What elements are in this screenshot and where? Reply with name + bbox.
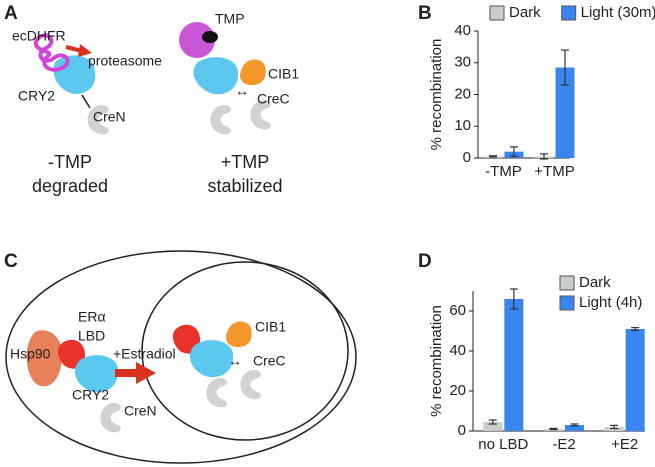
- panel-label: B: [418, 3, 432, 24]
- legend-label: Dark: [509, 4, 541, 21]
- bar: [625, 329, 645, 431]
- label: LBD: [78, 328, 105, 344]
- label: CIB1: [268, 66, 299, 82]
- diagram-c: Hsp90 ERα LBD +Estradiol CRY2 CreN CIB1 …: [5, 250, 357, 464]
- label: Hsp90: [10, 346, 51, 362]
- label: CreC: [253, 353, 286, 369]
- x-tick-label: no LBD: [478, 436, 528, 453]
- label: proteasome: [88, 53, 162, 69]
- label: CreN: [124, 403, 157, 419]
- diagram-a: ecDHFR proteasome CRY2 CreN -TMP degrade…: [12, 11, 299, 196]
- bar: [555, 67, 575, 158]
- tmp-ligand: [202, 31, 218, 43]
- tmp-shape: [179, 22, 215, 58]
- legend-label: Dark: [579, 274, 611, 291]
- label: degraded: [32, 176, 108, 196]
- arrow-head: [78, 44, 92, 57]
- er-shape: [172, 324, 200, 354]
- cren-shape: [210, 104, 231, 135]
- legend-swatch: [559, 275, 575, 291]
- cell-outline: [5, 250, 357, 464]
- bar: [483, 422, 503, 431]
- label: +TMP: [221, 152, 270, 172]
- label: -TMP: [48, 152, 92, 172]
- linker: [81, 94, 91, 109]
- y-tick-label: 0: [458, 422, 466, 439]
- x-tick-label: +E2: [611, 436, 638, 453]
- y-tick-label: 20: [449, 382, 466, 399]
- label: CreN: [93, 109, 126, 125]
- x-tick-label: -E2: [552, 436, 575, 453]
- legend-label: Light (30m): [581, 4, 655, 21]
- label: ↔: [228, 353, 242, 369]
- label: TMP: [215, 11, 245, 27]
- label: stabilized: [207, 176, 282, 196]
- label: CRY2: [18, 88, 55, 104]
- legend-swatch: [559, 295, 575, 311]
- y-tick-label: 40: [449, 342, 466, 359]
- cry2-shape: [193, 57, 239, 95]
- panel-label: C: [4, 251, 18, 272]
- label: +Estradiol: [113, 346, 176, 362]
- crec-shape: [240, 369, 261, 400]
- cren-shape: [206, 377, 227, 408]
- cren-shape: [100, 402, 121, 433]
- label: CreC: [257, 91, 290, 107]
- cib1-shape: [226, 321, 252, 348]
- y-tick-label: 30: [454, 54, 471, 71]
- legend-label: Light (4h): [579, 294, 642, 311]
- cib1-shape: [240, 59, 266, 86]
- panel-label: D: [418, 251, 432, 272]
- y-tick-label: 60: [449, 302, 466, 319]
- er-shape: [57, 339, 85, 369]
- x-tick-label: -TMP: [485, 163, 522, 180]
- label: ERα: [78, 309, 106, 325]
- bar: [504, 299, 524, 431]
- x-tick-label: +TMP: [534, 163, 574, 180]
- legend-swatch: [489, 5, 505, 21]
- cry2-shape: [189, 340, 234, 378]
- label: CIB1: [255, 319, 286, 335]
- bar: [565, 425, 584, 431]
- nucleus-outline: [141, 261, 349, 441]
- y-axis-label: % recombination: [428, 305, 445, 417]
- crec-shape: [250, 99, 271, 130]
- label: CRY2: [72, 387, 109, 403]
- ecdhfr-shape: [33, 33, 70, 72]
- panel-label: A: [4, 3, 18, 24]
- legend-swatch: [561, 5, 577, 21]
- label: ↔: [235, 83, 249, 99]
- cry2-shape: [74, 355, 119, 393]
- y-tick-label: 20: [454, 85, 471, 102]
- y-tick-label: 40: [454, 22, 471, 39]
- hsp90-shape: [26, 330, 63, 387]
- arrow-head: [136, 362, 156, 384]
- y-tick-label: 10: [454, 117, 471, 134]
- y-axis-label: % recombination: [428, 39, 445, 151]
- cren-shape: [87, 104, 109, 135]
- label: ecDHFR: [12, 28, 66, 44]
- y-tick-label: 0: [463, 149, 471, 166]
